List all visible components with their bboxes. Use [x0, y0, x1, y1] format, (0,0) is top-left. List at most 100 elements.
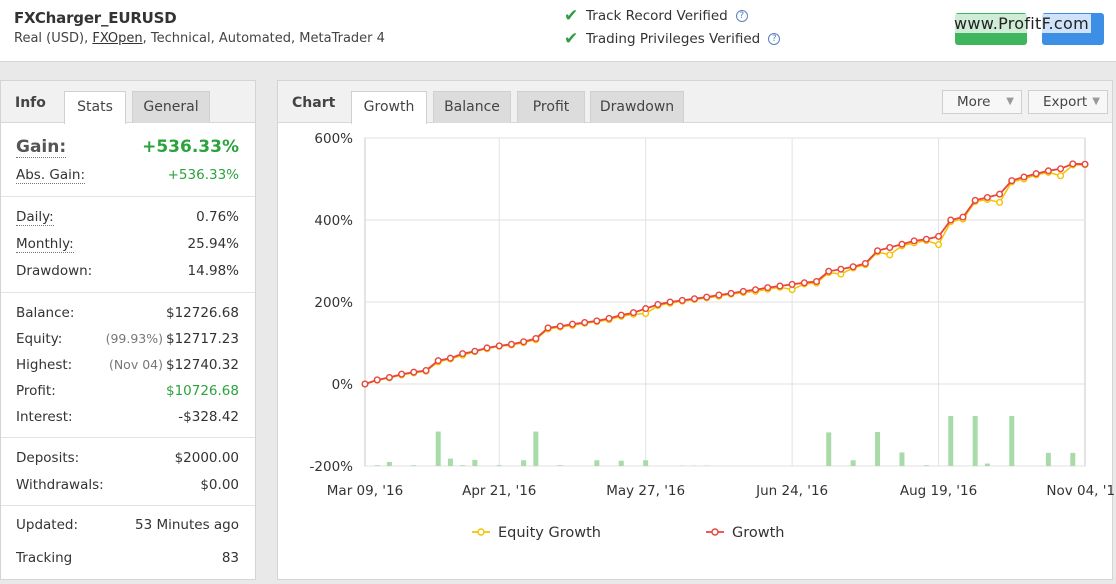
- track-record-label: Track Record Verified: [586, 8, 728, 24]
- bar: [521, 460, 527, 466]
- monthly-value: 25.94%: [187, 236, 239, 252]
- account-header: FXCharger_EURUSD Real (USD), FXOpen, Tec…: [0, 0, 1116, 62]
- bar: [923, 465, 929, 466]
- bar: [984, 463, 990, 466]
- info-panel: Info Stats General Gain: +536.33% Abs. G…: [0, 80, 256, 580]
- growth-point: [544, 324, 552, 332]
- growth-point: [849, 263, 857, 271]
- tab-profit[interactable]: Profit: [517, 91, 585, 123]
- bar: [875, 431, 881, 466]
- bar: [374, 465, 380, 466]
- bar: [435, 431, 441, 466]
- growth-point: [935, 232, 943, 240]
- growth-point: [1020, 173, 1028, 181]
- tab-general[interactable]: General: [132, 91, 210, 123]
- daily-label: Daily:: [16, 209, 54, 226]
- trading-privileges-label: Trading Privileges Verified: [586, 31, 761, 47]
- growth-point: [910, 237, 918, 245]
- growth-point: [1057, 165, 1065, 173]
- profit-row: Profit: $10726.68: [16, 383, 239, 399]
- bar: [899, 452, 905, 466]
- growth-point: [581, 319, 589, 327]
- updated-value: 53 Minutes ago: [134, 517, 239, 533]
- bar: [972, 415, 978, 466]
- deposits-label: Deposits:: [16, 450, 80, 466]
- legend-marker: [711, 528, 719, 536]
- tab-stats[interactable]: Stats: [64, 91, 126, 124]
- y-tick-label: 0%: [332, 377, 354, 393]
- highest-row: Highest: (Nov 04) $12740.32: [16, 357, 239, 373]
- checkmark-icon: ✔: [564, 6, 579, 26]
- growth-point: [886, 243, 894, 251]
- bar: [594, 460, 600, 466]
- deposits-row: Deposits: $2000.00: [16, 450, 239, 466]
- track-record-verified: ✔ Track Record Verified ?: [564, 6, 748, 26]
- divider: [1, 292, 255, 293]
- account-meta-prefix: Real (USD),: [14, 31, 89, 46]
- tab-growth[interactable]: Growth: [351, 91, 427, 124]
- growth-point: [1032, 170, 1040, 178]
- drawdown-row: Drawdown: 14.98%: [16, 263, 239, 279]
- gain-label: Gain:: [16, 137, 67, 158]
- growth-point: [752, 286, 760, 294]
- growth-point: [861, 259, 869, 267]
- daily-value: 0.76%: [196, 209, 239, 225]
- growth-point: [715, 291, 723, 299]
- tab-drawdown[interactable]: Drawdown: [590, 91, 684, 123]
- y-tick-label: 200%: [314, 295, 353, 311]
- growth-point: [373, 376, 381, 384]
- growth-point: [678, 296, 686, 304]
- tracking-value: 83: [221, 550, 239, 566]
- growth-point: [764, 284, 772, 292]
- growth-point: [617, 311, 625, 319]
- bar: [460, 465, 466, 466]
- profit-label: Profit:: [16, 383, 56, 399]
- growth-point: [483, 344, 491, 352]
- growth-point: [874, 247, 882, 255]
- growth-point: [922, 235, 930, 243]
- growth-point: [605, 314, 613, 322]
- info-title: Info: [15, 95, 46, 111]
- interest-value: -$328.42: [178, 409, 239, 425]
- interest-row: Interest: -$328.42: [16, 409, 239, 425]
- growth-point: [1044, 167, 1052, 175]
- daily-row: Daily: 0.76%: [16, 209, 239, 226]
- more-label: More: [957, 94, 991, 110]
- growth-point: [361, 380, 369, 388]
- withdrawals-value: $0.00: [200, 477, 239, 493]
- growth-point: [520, 338, 528, 346]
- help-icon[interactable]: ?: [768, 33, 781, 45]
- export-dropdown[interactable]: Export ▼: [1028, 90, 1108, 114]
- divider: [1, 437, 255, 438]
- export-label: Export: [1043, 94, 1088, 110]
- bar: [496, 465, 502, 466]
- equity-point: [996, 198, 1004, 206]
- highest-label: Highest:: [16, 357, 73, 373]
- broker-link[interactable]: FXOpen: [92, 31, 143, 46]
- equity-point: [886, 251, 894, 259]
- bar: [533, 431, 539, 466]
- y-tick-label: -200%: [310, 459, 354, 475]
- y-tick-label: 400%: [314, 213, 353, 229]
- growth-point: [800, 279, 808, 287]
- account-name: FXCharger_EURUSD: [14, 9, 177, 27]
- abs-gain-label: Abs. Gain:: [16, 167, 86, 184]
- growth-point: [654, 300, 662, 308]
- watermark: www.ProfitF.com: [952, 14, 1091, 33]
- bar: [850, 460, 856, 466]
- equity-value: $12717.23: [165, 331, 239, 347]
- bar: [447, 458, 453, 466]
- growth-point: [813, 278, 821, 286]
- growth-point: [703, 293, 711, 301]
- updated-label: Updated:: [16, 517, 79, 533]
- equity-point: [1057, 172, 1065, 180]
- equity-point: [935, 241, 943, 249]
- growth-point: [629, 309, 637, 317]
- bar: [1045, 452, 1051, 466]
- chevron-down-icon: ▼: [1092, 96, 1100, 107]
- growth-point: [739, 287, 747, 295]
- more-dropdown[interactable]: More ▼: [942, 90, 1022, 114]
- tab-balance[interactable]: Balance: [433, 91, 511, 123]
- help-icon[interactable]: ?: [735, 10, 748, 22]
- bar: [557, 465, 563, 466]
